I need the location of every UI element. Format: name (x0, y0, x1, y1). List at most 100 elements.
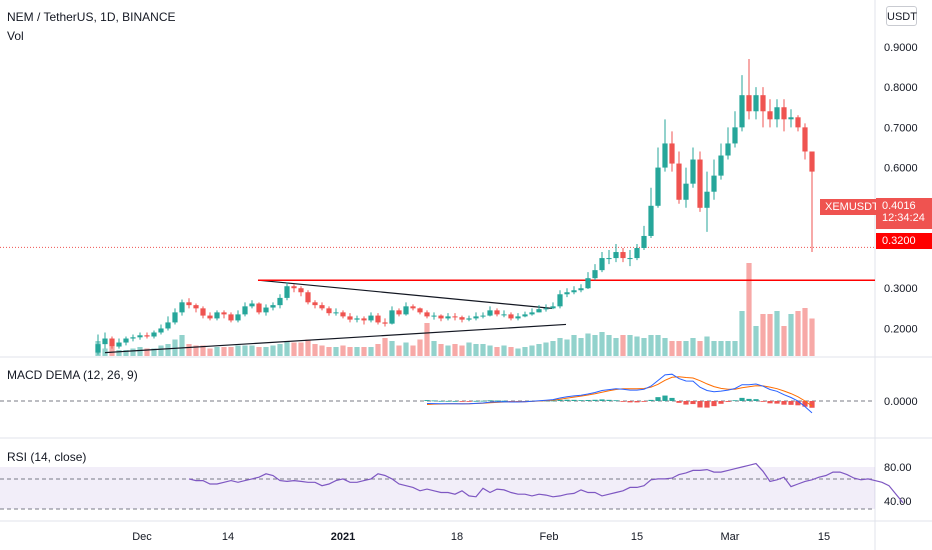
macd-histogram-bar (781, 401, 787, 405)
volume-bar (655, 335, 661, 356)
candle-body (669, 143, 675, 164)
volume-legend[interactable]: Vol (7, 29, 24, 43)
candle-body (200, 308, 206, 316)
macd-histogram-bar (445, 400, 451, 402)
candle-body (186, 302, 192, 306)
candle-body (753, 95, 759, 112)
candle-body (557, 294, 563, 307)
volume-bar (340, 345, 346, 356)
volume-bar (634, 336, 640, 356)
macd-histogram-bar (599, 399, 605, 401)
candle-body (368, 315, 374, 321)
macd-histogram-bar (690, 401, 696, 405)
x-tick-label: Dec (132, 531, 152, 543)
price-tick-label: 0.3000 (884, 283, 918, 295)
volume-bar (158, 345, 164, 356)
volume-bar (193, 345, 199, 356)
rsi-legend[interactable]: RSI (14, close) (7, 450, 87, 464)
volume-bar (452, 344, 458, 356)
candle-body (809, 151, 815, 172)
volume-bar (697, 341, 703, 356)
x-tick-label: 15 (631, 531, 643, 543)
candle-body (473, 316, 479, 319)
symbol-price-tag: XEMUSDT (820, 199, 884, 215)
x-tick-label: 15 (818, 531, 830, 543)
macd-histogram-bar (683, 401, 689, 405)
volume-bar (305, 339, 311, 356)
candle-body (718, 155, 724, 176)
candle-body (312, 302, 318, 306)
macd-legend[interactable]: MACD DEMA (12, 26, 9) (7, 368, 138, 382)
volume-bar (550, 341, 556, 356)
volume-bar (627, 335, 633, 356)
volume-bar (249, 345, 255, 356)
volume-bar (207, 348, 213, 356)
volume-bar (662, 338, 668, 356)
candle-body (165, 322, 171, 329)
volume-bar (522, 347, 528, 356)
volume-bar (571, 335, 577, 356)
macd-histogram-bar (662, 395, 668, 401)
candle-body (781, 107, 787, 120)
candle-body (662, 143, 668, 168)
x-tick-label: Feb (540, 531, 559, 543)
macd-histogram-bar (732, 400, 738, 402)
candle-body (137, 335, 143, 338)
volume-bar (291, 342, 297, 356)
candle-body (305, 292, 311, 303)
macd-line (426, 373, 813, 414)
candle-body (263, 307, 269, 313)
candle-body (711, 175, 717, 192)
candle-body (585, 278, 591, 289)
macd-histogram-bar (753, 399, 759, 401)
volume-bar (557, 338, 563, 356)
candle-body (774, 107, 780, 120)
volume-bar (116, 350, 122, 356)
candle-body (445, 316, 451, 319)
volume-bar (473, 344, 479, 356)
volume-bar (396, 345, 402, 356)
volume-bar (375, 344, 381, 356)
volume-bar (613, 338, 619, 356)
last-price-value: 0.4016 (882, 200, 916, 212)
volume-bar (403, 342, 409, 356)
volume-bar (333, 347, 339, 356)
macd-histogram-bar (767, 401, 773, 404)
candle-body (102, 338, 108, 345)
volume-bar (690, 338, 696, 356)
volume-bar (221, 347, 227, 356)
macd-histogram-bar (473, 400, 479, 402)
currency-badge[interactable]: USDT (886, 6, 917, 26)
volume-bar (564, 339, 570, 356)
volume-bar (431, 341, 437, 356)
macd-histogram-bar (459, 401, 465, 402)
volume-bar (445, 345, 451, 356)
price-tick-label: 0.8000 (884, 82, 918, 94)
candle-body (228, 314, 234, 321)
volume-bar (235, 345, 241, 356)
candle-body (431, 315, 437, 317)
volume-bar (214, 347, 220, 356)
volume-bar (536, 344, 542, 356)
volume-bar (508, 347, 514, 356)
volume-bar (256, 347, 262, 356)
volume-bar (123, 350, 129, 356)
candle-body (739, 95, 745, 128)
last-price-label: 0.4016 12:34:24 (876, 198, 932, 229)
volume-bar (620, 335, 626, 356)
volume-bar (312, 344, 318, 356)
volume-bar (277, 344, 283, 356)
candle-body (802, 127, 808, 152)
candle-body (375, 315, 381, 323)
candle-body (578, 288, 584, 291)
macd-histogram-bar (634, 401, 640, 403)
candle-body (599, 258, 605, 271)
volume-bar (529, 345, 535, 356)
symbol-legend[interactable]: NEM / TetherUS, 1D, BINANCE (7, 10, 176, 24)
candle-body (515, 316, 521, 319)
candle-body (417, 308, 423, 313)
volume-bar (298, 342, 304, 356)
candle-body (123, 338, 129, 343)
volume-bar (263, 347, 269, 356)
